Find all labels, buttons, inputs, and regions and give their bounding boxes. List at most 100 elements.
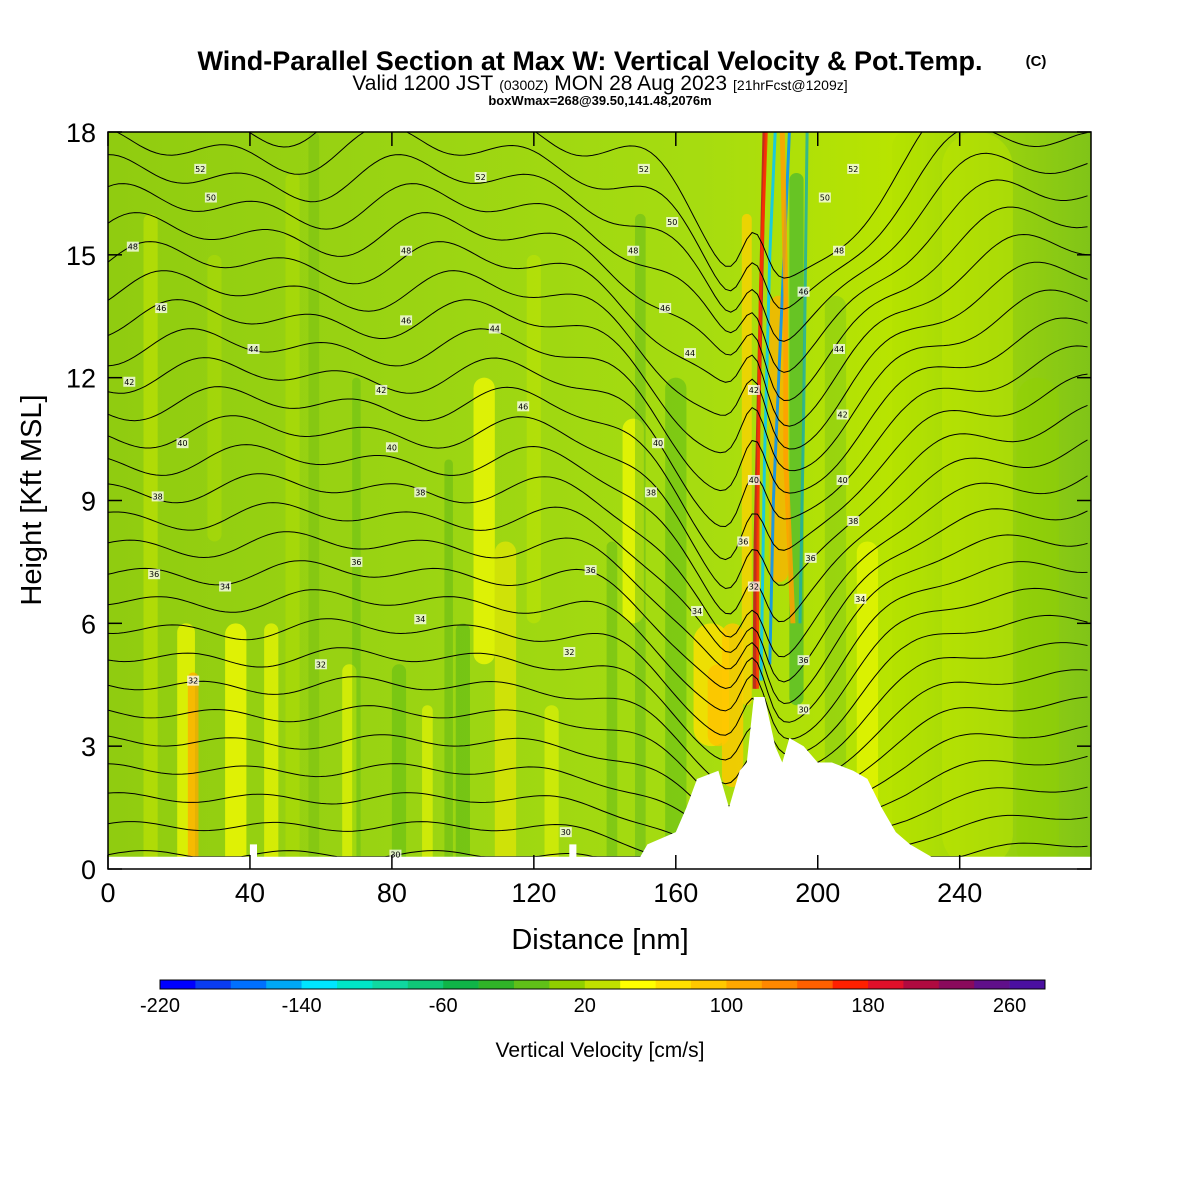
isentrope-16: [108, 373, 1088, 561]
y-tick-label: 0: [81, 855, 96, 885]
isentrope-17: [108, 345, 1088, 528]
svg-text:38: 38: [415, 488, 425, 497]
svg-text:36: 36: [806, 554, 816, 563]
isentrope-label: 46: [155, 303, 168, 314]
svg-text:48: 48: [628, 247, 638, 256]
svg-text:32: 32: [188, 677, 198, 686]
colorbar-bin: [797, 980, 833, 989]
isentrope-label: 40: [836, 475, 849, 486]
svg-text:36: 36: [149, 570, 159, 579]
colorbar-bin: [478, 980, 515, 989]
isentrope-label: 32: [314, 659, 327, 670]
chart-title: Wind-Parallel Section at Max W: Vertical…: [198, 46, 983, 76]
colorbar-bin: [868, 980, 904, 989]
isentrope-22: [108, 206, 1088, 402]
field-band-3: [225, 623, 247, 869]
isentrope-label: 50: [818, 192, 831, 203]
isentrope-label: 34: [219, 581, 232, 592]
isentrope-label: 34: [414, 614, 427, 625]
svg-text:42: 42: [837, 411, 847, 420]
isentrope-label: 36: [804, 552, 817, 563]
isentrope-label: 46: [400, 315, 413, 326]
isentrope-label: 42: [375, 384, 388, 395]
forecast-info: [21hrFcst@1209z]: [733, 77, 848, 93]
field-band-6: [342, 664, 357, 869]
isentrope-label: 40: [747, 475, 760, 486]
updraft-streak-2: [759, 132, 777, 681]
colorbar-bin: [584, 980, 621, 989]
isentrope-label: 38: [151, 491, 164, 502]
svg-text:42: 42: [749, 386, 759, 395]
svg-text:44: 44: [685, 349, 695, 358]
isentrope-label: 30: [797, 704, 810, 715]
isentrope-label: 40: [385, 442, 398, 453]
isentrope-label: 52: [847, 163, 860, 174]
svg-text:34: 34: [692, 607, 702, 616]
x-axis-label: Distance [nm]: [511, 924, 688, 956]
svg-text:38: 38: [153, 492, 163, 501]
svg-text:50: 50: [206, 194, 216, 203]
x-axis: 0 40 80 120 160 200 240: [100, 132, 982, 908]
svg-text:40: 40: [653, 439, 663, 448]
y-tick-label: 15: [66, 241, 96, 271]
svg-text:38: 38: [646, 488, 656, 497]
svg-text:34: 34: [415, 615, 425, 624]
plot-area: 52 50 48 46 44 42 40 38 36 34 32 32 36 42 40 46 48 38 34 52…: [108, 132, 1091, 869]
valid-prefix: Valid 1200 JST: [352, 72, 493, 95]
colorbar-tick-label: 260: [993, 995, 1026, 1017]
colorbar-bin: [514, 980, 550, 989]
svg-text:36: 36: [351, 558, 361, 567]
isentrope-20: [108, 261, 1088, 450]
svg-text:40: 40: [177, 439, 187, 448]
svg-text:44: 44: [490, 325, 500, 334]
colorbar-bin: [443, 980, 479, 989]
colorbar: [159, 979, 1046, 990]
isentrope-label: 46: [659, 303, 672, 314]
colorbar-bin: [938, 980, 975, 989]
colorbar-bin: [195, 980, 232, 989]
colorbar-bin: [903, 980, 940, 989]
velocity-field: [143, 132, 1060, 869]
isentrope-label: 46: [797, 286, 810, 297]
colorbar-tick-label: 180: [851, 995, 884, 1017]
svg-text:52: 52: [476, 173, 486, 182]
field-band-28: [634, 213, 646, 869]
field-band-0: [143, 213, 158, 869]
isentrope-8: [108, 614, 1088, 756]
updraft-streak-4: [779, 132, 796, 624]
isentrope-label: 42: [836, 409, 849, 420]
field-band-15: [665, 377, 687, 869]
x-tick-label: 160: [653, 878, 698, 908]
colorbar-tick-label: 100: [710, 995, 743, 1017]
isentrope-26: [247, 132, 923, 279]
colorbar-ticks: -220 -140 -60 20 100 180 260: [140, 995, 1026, 1017]
isentrope-label: 40: [176, 438, 189, 449]
svg-text:38: 38: [848, 517, 858, 526]
isentrope-25: [115, 132, 1088, 310]
isentrope-label: 32: [747, 581, 760, 592]
colorbar-bin: [230, 980, 267, 989]
isentrope-label: 48: [126, 241, 139, 252]
colorbar-bin: [301, 980, 338, 989]
isentrope-label: 34: [691, 606, 704, 617]
isentrope-13: [108, 473, 1088, 658]
isentrope-label: 52: [474, 172, 487, 183]
isentrope-label: 44: [833, 344, 846, 355]
isentrope-19: [108, 289, 1088, 472]
isentrope-6: [108, 669, 1088, 791]
svg-text:46: 46: [156, 304, 166, 313]
colorbar-bin: [407, 980, 444, 989]
svg-text:40: 40: [749, 476, 759, 485]
colorbar-bin: [691, 980, 727, 989]
field-band-11: [473, 377, 495, 665]
isentrope-label: 30: [559, 827, 572, 838]
colorbar-bin: [372, 980, 409, 989]
field-band-2: [187, 672, 199, 861]
y-tick-label: 6: [81, 609, 96, 639]
isentrope-15: [108, 404, 1088, 590]
field-band-27: [606, 541, 618, 869]
field-band-29: [444, 459, 453, 869]
svg-text:32: 32: [749, 582, 759, 591]
isentrope-5: [108, 696, 1088, 812]
